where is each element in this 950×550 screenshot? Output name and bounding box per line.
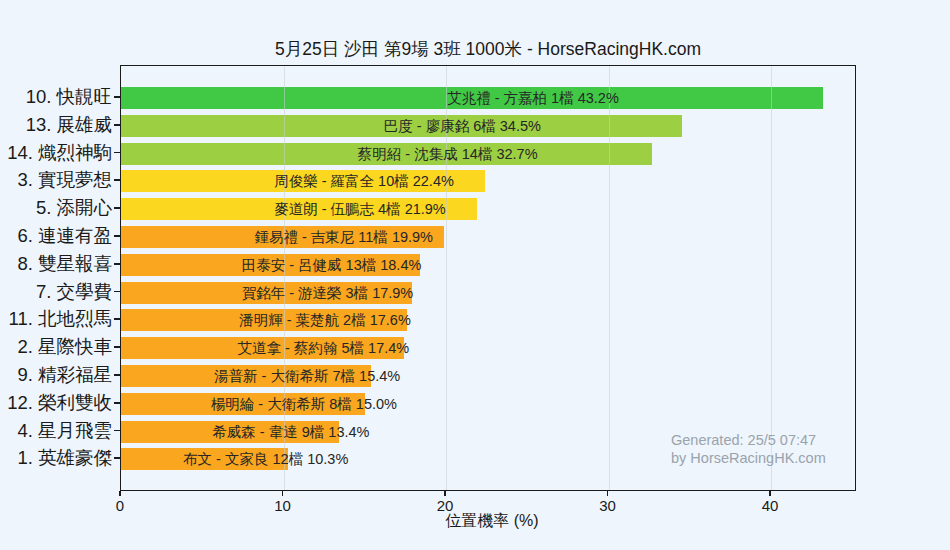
x-tick-mark	[444, 491, 446, 496]
watermark-line2: by HorseRacingHK.com	[671, 450, 826, 468]
x-tick-label: 40	[762, 497, 779, 514]
bar-label: 巴度 - 廖康銘 6檔 34.5%	[384, 115, 541, 137]
y-tick-mark	[114, 374, 120, 376]
y-tick-mark	[114, 318, 120, 320]
y-tick-label: 7. 交學費	[0, 281, 112, 303]
plot-area: 艾兆禮 - 方嘉柏 1檔 43.2% 巴度 - 廖康銘 6檔 34.5% 蔡明紹 -…	[120, 65, 856, 491]
bar-label: 楊明綸 - 大衛希斯 8檔 15.0%	[211, 393, 397, 415]
y-tick-mark	[114, 124, 120, 126]
y-tick-mark	[114, 207, 120, 209]
x-tick-label: 10	[274, 497, 291, 514]
watermark-line1: Generated: 25/5 07:47	[671, 432, 826, 450]
y-tick-label: 9. 精彩福星	[0, 364, 112, 386]
bar-label: 艾兆禮 - 方嘉柏 1檔 43.2%	[447, 87, 619, 109]
y-tick-mark	[114, 263, 120, 265]
x-tick-mark	[282, 491, 284, 496]
y-tick-label: 2. 星際快車	[0, 336, 112, 358]
gridline-x-40	[771, 66, 772, 490]
bar-label: 湯普新 - 大衛希斯 7檔 15.4%	[214, 365, 400, 387]
y-tick-label: 6. 連連有盈	[0, 225, 112, 247]
y-tick-mark	[114, 152, 120, 154]
bar-label: 鍾易禮 - 吉東尼 11檔 19.9%	[254, 226, 433, 248]
y-tick-mark	[114, 291, 120, 293]
watermark: Generated: 25/5 07:47 by HorseRacingHK.c…	[671, 432, 826, 467]
bar-label: 希威森 - 韋達 9檔 13.4%	[212, 421, 369, 443]
y-tick-label: 1. 英雄豪傑	[0, 447, 112, 469]
x-axis-label: 位置機率 (%)	[124, 511, 860, 532]
y-tick-mark	[114, 235, 120, 237]
x-tick-mark	[607, 491, 609, 496]
y-tick-label: 4. 星月飛雲	[0, 420, 112, 442]
bar-label: 艾道拿 - 蔡約翰 5檔 17.4%	[238, 337, 410, 359]
y-tick-label: 12. 榮利雙收	[0, 392, 112, 414]
y-tick-mark	[114, 457, 120, 459]
y-tick-label: 5. 添開心	[0, 197, 112, 219]
bar-label: 麥道朗 - 伍鵬志 4檔 21.9%	[274, 198, 446, 220]
y-tick-mark	[114, 430, 120, 432]
chart-page: 5月25日 沙田 第9場 3班 1000米 - HorseRacingHK.co…	[0, 0, 950, 550]
gridline-x-30	[609, 66, 610, 490]
y-tick-label: 3. 實現夢想	[0, 169, 112, 191]
y-tick-mark	[114, 179, 120, 181]
y-tick-label: 13. 展雄威	[0, 114, 112, 136]
bar-label: 潘明輝 - 葉楚航 2檔 17.6%	[239, 309, 411, 331]
bar-label: 布文 - 文家良 12檔 10.3%	[183, 448, 348, 470]
x-tick-label: 30	[599, 497, 616, 514]
bar-label: 蔡明紹 - 沈集成 14檔 32.7%	[358, 143, 538, 165]
y-tick-label: 14. 熾烈神駒	[0, 142, 112, 164]
y-tick-label: 10. 快靚旺	[0, 86, 112, 108]
y-tick-label: 11. 北地烈馬	[0, 308, 112, 330]
x-tick-mark	[119, 491, 121, 496]
bar-label: 田泰安 - 呂健威 13檔 18.4%	[242, 254, 422, 276]
x-tick-label: 0	[116, 497, 124, 514]
bar-label: 周俊樂 - 羅富全 10檔 22.4%	[274, 170, 454, 192]
y-tick-mark	[114, 96, 120, 98]
y-tick-mark	[114, 346, 120, 348]
bar-label: 賀銘年 - 游達榮 3檔 17.9%	[242, 282, 414, 304]
x-tick-label: 20	[437, 497, 454, 514]
x-tick-mark	[769, 491, 771, 496]
y-tick-label: 8. 雙星報喜	[0, 253, 112, 275]
y-tick-mark	[114, 402, 120, 404]
chart-title: 5月25日 沙田 第9場 3班 1000米 - HorseRacingHK.co…	[120, 37, 856, 61]
